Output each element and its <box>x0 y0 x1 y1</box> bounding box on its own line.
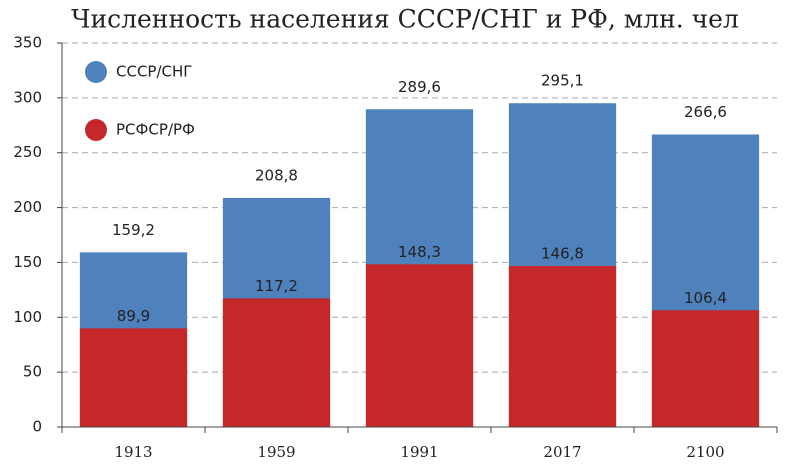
value-label: 289,6 <box>398 78 441 96</box>
y-tick-label: 100 <box>13 308 42 326</box>
legend-label: РСФСР/РФ <box>116 121 195 139</box>
legend-marker <box>85 61 107 83</box>
legend-label: СССР/СНГ <box>116 63 192 81</box>
y-tick-label: 50 <box>23 363 42 381</box>
y-tick-label: 0 <box>32 418 42 436</box>
bar <box>651 310 760 427</box>
value-label: 295,1 <box>541 72 584 90</box>
legend-marker <box>85 119 107 141</box>
x-tick-label: 1913 <box>114 443 152 461</box>
x-tick-label: 2100 <box>686 443 724 461</box>
value-label: 159,2 <box>112 221 155 239</box>
value-label: 89,9 <box>117 307 150 325</box>
bar <box>79 328 188 427</box>
y-tick-label: 200 <box>13 198 42 216</box>
value-label: 146,8 <box>541 244 584 262</box>
bar <box>222 298 331 427</box>
x-tick-label: 2017 <box>543 443 581 461</box>
y-tick-label: 300 <box>13 88 42 106</box>
bar <box>365 264 474 427</box>
x-tick-label: 1959 <box>257 443 295 461</box>
y-tick-label: 350 <box>13 34 42 52</box>
chart-title: Численность населения СССР/СНГ и РФ, млн… <box>71 5 739 34</box>
y-tick-label: 250 <box>13 143 42 161</box>
value-label: 208,8 <box>255 166 298 184</box>
y-tick-label: 150 <box>13 253 42 271</box>
value-label: 148,3 <box>398 243 441 261</box>
value-label: 117,2 <box>255 277 298 295</box>
value-label: 266,6 <box>684 103 727 121</box>
x-tick-label: 1991 <box>400 443 438 461</box>
value-label: 106,4 <box>684 289 727 307</box>
bar <box>508 265 617 427</box>
